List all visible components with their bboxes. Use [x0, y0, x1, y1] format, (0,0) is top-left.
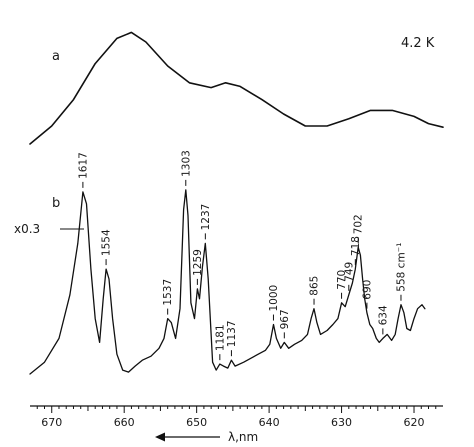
peak-label: 1137 — [226, 320, 238, 347]
x-tick-label: 640 — [259, 416, 280, 429]
peak-label: 1000 — [268, 285, 280, 312]
x-axis-label: λ,nm — [228, 430, 258, 444]
x-tick-label: 650 — [186, 416, 207, 429]
peak-label: 690 — [361, 280, 373, 300]
peak-label: 770 — [336, 270, 348, 290]
peak-label: 967 — [279, 309, 291, 329]
curves — [29, 31, 444, 375]
peak-label: 634 — [377, 305, 389, 325]
spectrum-curve-b — [29, 189, 426, 375]
peak-label: 558 cm⁻¹ — [396, 243, 408, 292]
peak-label: 1554 — [101, 229, 113, 256]
x-tick-label: 670 — [41, 416, 62, 429]
scale-note-label: x0.3 — [14, 222, 40, 236]
wavelength-direction-arrow — [155, 432, 220, 442]
peak-label: 718 — [350, 236, 362, 256]
peak-label: 865 — [309, 276, 321, 296]
peak-label: 1303 — [180, 150, 192, 177]
x-tick-label: 620 — [404, 416, 425, 429]
x-tick-label: 630 — [331, 416, 352, 429]
peak-label: 749 — [343, 262, 355, 282]
peak-label: 1537 — [162, 279, 174, 306]
temperature-label: 4.2 K — [401, 36, 435, 51]
peak-label: 1181 — [214, 324, 226, 351]
x-axis: 670 660 650 640 630 620 — [30, 405, 443, 429]
panel-a-label: a — [52, 49, 60, 64]
panel-b-label: b — [52, 196, 60, 211]
peak-label: 1259 — [192, 249, 204, 276]
peak-label: 1617 — [77, 152, 89, 179]
peak-label: 702 — [353, 214, 365, 234]
x-tick-label: 660 — [114, 416, 135, 429]
peak-label: 1237 — [200, 204, 212, 231]
spectrum-curve-a — [29, 31, 444, 145]
